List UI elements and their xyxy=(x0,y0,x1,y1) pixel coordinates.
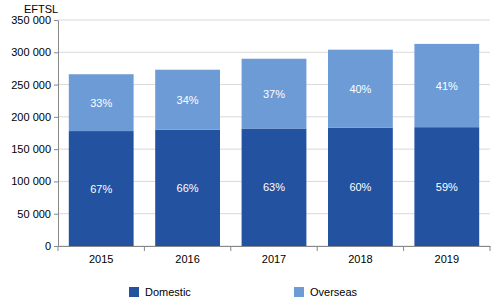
x-separator xyxy=(317,246,318,251)
y-tick-mark xyxy=(54,181,58,182)
bar xyxy=(69,74,134,131)
x-tick: 2016 xyxy=(175,246,199,265)
x-tick-label: 2018 xyxy=(348,253,372,265)
y-tick-label: 250 000 xyxy=(11,79,51,91)
y-tick-label: 100 000 xyxy=(11,175,51,187)
y-tick: 0 xyxy=(45,240,58,252)
y-axis-title: EFTSL xyxy=(24,3,58,15)
bar xyxy=(328,50,393,128)
bar xyxy=(155,130,220,246)
y-tick: 150 000 xyxy=(11,143,58,155)
y-tick-label: 350 000 xyxy=(11,14,51,26)
legend-swatch xyxy=(129,287,139,297)
legend-swatch xyxy=(294,287,304,297)
y-axis: 0 50 000 100 000 150 000 200 000 250 000 300 0… xyxy=(11,14,58,252)
x-separator xyxy=(490,246,491,251)
y-tick-label: 200 000 xyxy=(11,111,51,123)
chart: 67% 66% 63% 60% 59% 33% 34% 37% 40% 41% 0 50 000 100… xyxy=(0,0,500,308)
data-label: 37% xyxy=(263,88,285,100)
y-tick-label: 50 000 xyxy=(17,208,51,220)
plot: 67% 66% 63% 60% 59% 33% 34% 37% 40% 41% 0 50 000 100… xyxy=(11,14,490,265)
data-label: 60% xyxy=(349,181,371,193)
legend: Domestic Overseas xyxy=(129,286,358,298)
bar xyxy=(242,128,307,246)
legend-label: Overseas xyxy=(310,286,358,298)
bar xyxy=(328,128,393,246)
x-separator xyxy=(144,246,145,251)
bar xyxy=(414,44,479,127)
y-tick: 200 000 xyxy=(11,111,58,123)
x-tick-label: 2016 xyxy=(175,253,199,265)
legend-item: Overseas xyxy=(294,286,358,298)
y-tick-label: 300 000 xyxy=(11,46,51,58)
data-label: 34% xyxy=(177,94,199,106)
y-tick-mark xyxy=(54,149,58,150)
y-axis-line xyxy=(58,21,59,247)
bars xyxy=(69,44,479,246)
y-tick: 300 000 xyxy=(11,46,58,58)
data-label: 33% xyxy=(90,97,112,109)
y-tick-mark xyxy=(54,20,58,21)
x-tick-label: 2019 xyxy=(435,253,459,265)
y-tick: 350 000 xyxy=(11,14,58,26)
y-tick-mark xyxy=(54,214,58,215)
data-label: 59% xyxy=(436,181,458,193)
grid xyxy=(58,20,490,246)
y-tick: 50 000 xyxy=(17,208,58,220)
data-label: 66% xyxy=(177,182,199,194)
bar xyxy=(155,70,220,130)
data-label: 67% xyxy=(90,183,112,195)
x-tick: 2015 xyxy=(89,246,113,265)
bar xyxy=(242,59,307,129)
x-tick-label: 2015 xyxy=(89,253,113,265)
y-tick-mark xyxy=(54,246,58,247)
y-tick-mark xyxy=(54,117,58,118)
x-separator xyxy=(230,246,231,251)
x-tick: 2018 xyxy=(348,246,372,265)
grid-line xyxy=(58,20,490,21)
y-tick-label: 0 xyxy=(45,240,51,252)
x-axis-line xyxy=(59,246,491,247)
x-tick: 2017 xyxy=(262,246,286,265)
x-separator xyxy=(403,246,404,251)
data-label: 41% xyxy=(436,80,458,92)
x-tick-label: 2017 xyxy=(262,253,286,265)
legend-item: Domestic xyxy=(129,286,191,298)
y-tick: 100 000 xyxy=(11,175,58,187)
x-separator xyxy=(58,246,59,251)
y-tick: 250 000 xyxy=(11,79,58,91)
x-tick: 2019 xyxy=(435,246,459,265)
bar xyxy=(414,127,479,246)
y-tick-mark xyxy=(54,52,58,53)
data-label: 40% xyxy=(349,83,371,95)
bar xyxy=(69,131,134,246)
y-tick-mark xyxy=(54,85,58,86)
x-axis: 2015 2016 2017 2018 2019 xyxy=(58,246,491,265)
legend-label: Domestic xyxy=(145,286,191,298)
data-labels: 67% 66% 63% 60% 59% 33% 34% 37% 40% 41% xyxy=(90,80,458,195)
data-label: 63% xyxy=(263,181,285,193)
y-tick-label: 150 000 xyxy=(11,143,51,155)
